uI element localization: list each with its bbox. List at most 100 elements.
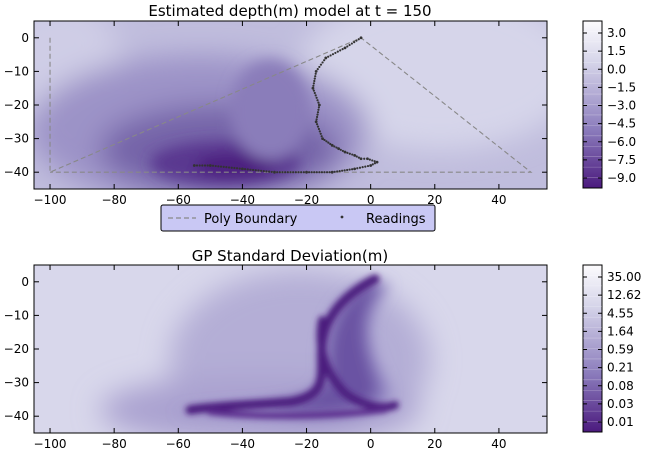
- bottom-x-tick-label: 40: [491, 437, 506, 451]
- bottom-x-tick-label: 0: [367, 437, 375, 451]
- legend-box: [160, 204, 436, 232]
- reading-point: [366, 157, 369, 161]
- reading-point: [273, 170, 276, 174]
- legend-readings-label: Readings: [366, 212, 426, 227]
- reading-point: [363, 157, 366, 160]
- reading-point: [198, 164, 201, 167]
- reading-point: [330, 143, 334, 147]
- reading-point: [230, 166, 233, 169]
- reading-point: [307, 171, 311, 174]
- reading-point: [359, 157, 363, 161]
- reading-point: [339, 148, 342, 151]
- reading-point: [369, 164, 373, 167]
- bottom-contour-field: [34, 265, 547, 433]
- reading-point: [375, 160, 379, 164]
- reading-point: [323, 59, 326, 62]
- reading-point: [348, 152, 351, 155]
- reading-point: [233, 166, 236, 170]
- reading-point: [355, 155, 358, 158]
- bottom-x-tick-label: −40: [230, 437, 255, 451]
- reading-point: [314, 70, 318, 73]
- reading-point: [341, 48, 344, 51]
- reading-point: [208, 164, 212, 167]
- legend: Poly Boundary Readings: [160, 204, 436, 232]
- reading-point: [268, 170, 271, 173]
- top-colorbar-tick-label: −1.5: [607, 80, 636, 94]
- reading-point: [346, 151, 349, 154]
- reading-point: [262, 169, 265, 173]
- reading-point: [314, 72, 317, 75]
- reading-point: [317, 106, 320, 109]
- bottom-y-tick-label: 0: [21, 275, 29, 289]
- reading-point: [289, 171, 292, 174]
- reading-point: [364, 165, 367, 168]
- top-x-tick-label: −40: [230, 193, 255, 207]
- bottom-x-tick-label: −60: [166, 437, 191, 451]
- reading-point: [317, 108, 320, 111]
- reading-point: [343, 169, 346, 172]
- reading-point: [361, 166, 364, 169]
- reading-point: [333, 170, 336, 173]
- reading-point: [359, 36, 363, 40]
- reading-point: [353, 41, 356, 44]
- reading-point: [254, 169, 257, 172]
- bottom-colorbar-tick-label: 12.62: [607, 288, 641, 302]
- top-y-tick-label: −20: [4, 98, 29, 112]
- top-x-tick-label: 40: [491, 193, 506, 207]
- top-colorbar-tick-label: −4.5: [607, 117, 636, 131]
- top-y-tick-label: −10: [4, 64, 29, 78]
- bottom-colorbar-tick-label: 4.55: [607, 306, 634, 320]
- reading-point: [328, 171, 331, 174]
- reading-point: [251, 168, 255, 172]
- reading-point: [227, 166, 231, 169]
- reading-point: [270, 170, 273, 174]
- reading-point: [281, 171, 284, 174]
- reading-point: [325, 171, 329, 174]
- reading-point: [312, 89, 315, 92]
- reading-point: [333, 145, 336, 148]
- reading-point: [219, 165, 223, 168]
- reading-point: [243, 168, 247, 171]
- reading-point: [335, 146, 338, 149]
- reading-point: [315, 171, 318, 174]
- readings-points: [192, 36, 379, 174]
- reading-point: [302, 171, 305, 174]
- reading-point: [286, 171, 289, 174]
- reading-point: [278, 171, 281, 174]
- reading-point: [217, 165, 220, 168]
- reading-point: [313, 91, 316, 95]
- bottom-x-tick-label: −100: [34, 437, 67, 451]
- reading-point: [319, 132, 322, 135]
- reading-point: [339, 49, 342, 52]
- reading-point: [314, 75, 317, 78]
- reading-point: [276, 171, 279, 174]
- reading-point: [192, 164, 196, 167]
- reading-point: [318, 171, 321, 174]
- bottom-colorbar-tick-label: 0.03: [607, 397, 634, 411]
- reading-point: [320, 171, 324, 174]
- reading-point: [346, 45, 349, 48]
- bottom-x-tick-label: −80: [101, 437, 126, 451]
- bottom-chart-title: GP Standard Deviation(m): [192, 247, 389, 265]
- reading-point: [341, 169, 344, 172]
- bottom-colorbar-ticks: 35.00 12.62 4.55 1.64 0.59 0.21 0.08 0.03 0.01: [583, 270, 641, 429]
- reading-point: [371, 159, 374, 162]
- top-x-tick-label: −20: [294, 193, 319, 207]
- reading-point: [195, 164, 199, 167]
- reading-point: [330, 170, 334, 174]
- top-y-tick-label: −40: [4, 165, 29, 179]
- reading-point: [292, 171, 295, 174]
- reading-point: [346, 168, 349, 172]
- reading-point: [348, 43, 351, 47]
- reading-point: [343, 150, 347, 154]
- top-colorbar-tick-label: 3.0: [607, 26, 626, 40]
- reading-point: [310, 171, 313, 174]
- reading-point: [206, 164, 209, 167]
- reading-point: [318, 130, 321, 133]
- top-x-axis: −100 −80 −60 −40 −20 0 20 40: [34, 21, 507, 207]
- reading-point: [325, 140, 328, 143]
- reading-point: [341, 149, 344, 153]
- top-colorbar-tick-label: −6.0: [607, 135, 636, 149]
- bottom-colorbar: [582, 264, 603, 433]
